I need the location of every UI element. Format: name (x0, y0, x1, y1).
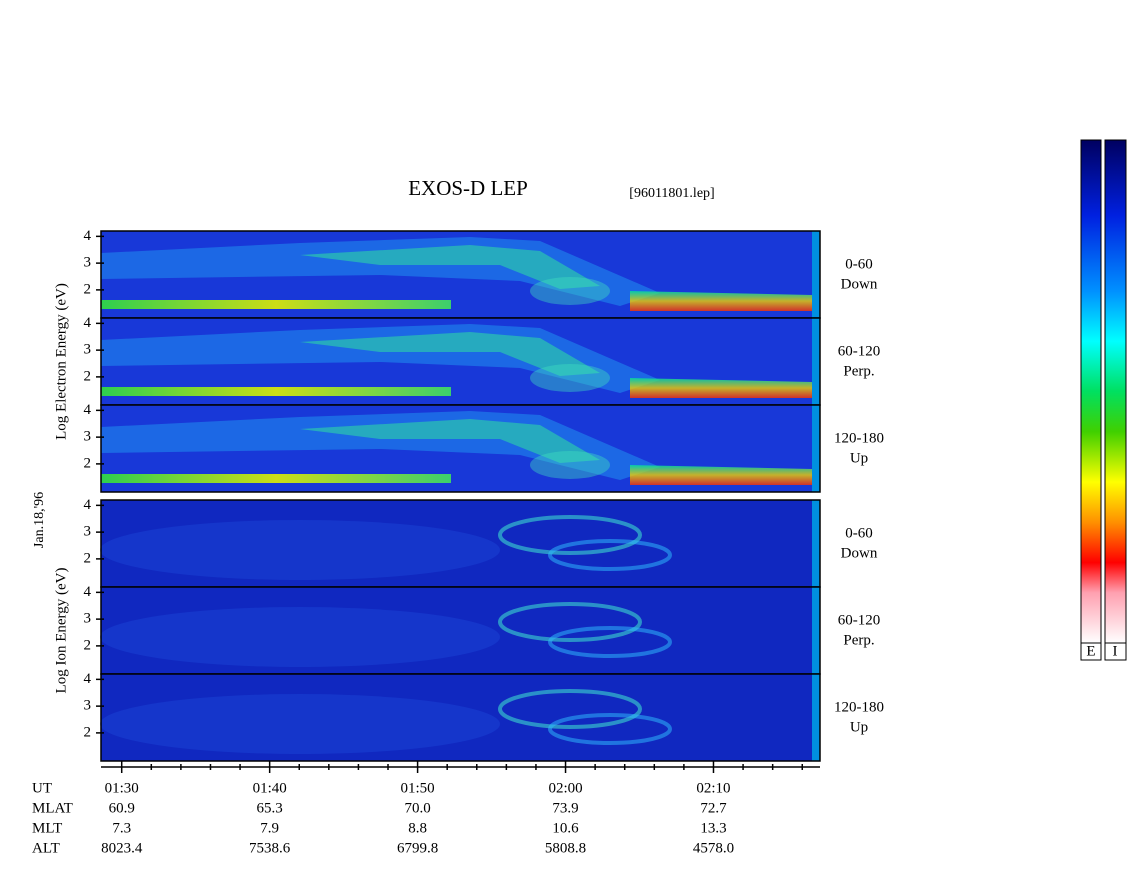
panel-label: 0-60 (845, 256, 873, 272)
y-tick-label: 3 (84, 255, 92, 271)
spectrogram-texture (812, 674, 820, 761)
spectrogram-background (101, 674, 820, 761)
x-tick-label: 01:40 (253, 780, 287, 796)
ephemeris-value: 6799.8 (397, 840, 438, 856)
ephemeris-value: 7.9 (260, 820, 279, 836)
spectrogram-texture (300, 245, 600, 289)
panel-label: Perp. (843, 632, 874, 648)
panel-label: 0-60 (845, 525, 873, 541)
y-axis-label: Log Ion Energy (eV) (53, 568, 69, 694)
spectrogram-background (101, 587, 820, 674)
x-tick-label: 01:30 (105, 780, 139, 796)
spectrogram-texture (812, 587, 820, 674)
chart-title: EXOS-D LEP (408, 176, 528, 200)
row-label: UT (32, 780, 52, 796)
y-tick-label: 4 (84, 315, 92, 331)
spectrogram-texture (530, 364, 610, 392)
y-tick-label: 3 (84, 342, 92, 358)
ephemeris-value: 5808.8 (545, 840, 586, 856)
spectrogram-texture (548, 539, 672, 571)
spectrogram-texture (812, 231, 820, 318)
y-axis-label: Log Electron Energy (eV) (53, 283, 69, 440)
spectrogram-texture (498, 515, 642, 555)
spectrogram-texture (101, 474, 451, 483)
colorbar-label: I (1113, 643, 1118, 659)
spectrogram-texture (100, 694, 500, 754)
spectrogram-background (101, 500, 820, 587)
file-label: [96011801.lep] (629, 186, 714, 201)
y-tick-label: 2 (84, 368, 92, 384)
spectrogram-texture (100, 607, 500, 667)
spectrogram-texture (812, 500, 820, 587)
y-tick-label: 4 (84, 228, 92, 244)
ephemeris-value: 8.8 (408, 820, 427, 836)
ephemeris-value: 65.3 (257, 800, 283, 816)
colorbar-label-box (1104, 642, 1127, 661)
ephemeris-value: 73.9 (552, 800, 578, 816)
y-tick-label: 3 (84, 698, 92, 714)
spectrogram-texture (300, 419, 600, 463)
colorbar-label-box (1080, 642, 1102, 661)
y-tick-label: 4 (84, 584, 92, 600)
ephemeris-value: 8023.4 (101, 840, 143, 856)
colorbar (1104, 139, 1127, 644)
x-tick-label: 02:10 (696, 780, 730, 796)
panel-label: Up (850, 719, 868, 735)
spectrogram-texture (812, 405, 820, 492)
y-tick-label: 3 (84, 611, 92, 627)
y-tick-label: 4 (84, 671, 92, 687)
spectrogram-texture (548, 713, 672, 745)
row-label: ALT (32, 840, 60, 856)
panel-label: Down (841, 545, 878, 561)
spectrogram-texture (530, 451, 610, 479)
colorbars: E I (1080, 139, 1127, 661)
panel-label: 120-180 (834, 430, 884, 446)
panel-label: Down (841, 276, 878, 292)
row-label: MLT (32, 820, 62, 836)
spectrogram-texture (101, 387, 451, 396)
panel-label: Up (850, 450, 868, 466)
ephemeris-value: 70.0 (404, 800, 430, 816)
panel-label: 120-180 (834, 699, 884, 715)
colorbar (1080, 139, 1102, 644)
ephemeris-value: 13.3 (700, 820, 726, 836)
y-tick-label: 2 (84, 281, 92, 297)
y-tick-label: 3 (84, 524, 92, 540)
spectrogram-texture (630, 291, 812, 311)
panel-frame (100, 404, 821, 493)
panel-frame (100, 673, 821, 762)
panel-label: 60-120 (838, 612, 881, 628)
spectrogram-texture (498, 689, 642, 729)
ephemeris-value: 7538.6 (249, 840, 291, 856)
spectrogram-texture (530, 277, 610, 305)
y-tick-label: 2 (84, 455, 92, 471)
y-tick-label: 4 (84, 402, 92, 418)
ephemeris-value: 60.9 (109, 800, 135, 816)
spectrogram-texture (300, 332, 600, 376)
panel-label: 60-120 (838, 343, 881, 359)
x-tick-label: 01:50 (401, 780, 435, 796)
spectrogram-texture (548, 626, 672, 658)
spectrogram-texture (498, 602, 642, 642)
y-tick-label: 2 (84, 550, 92, 566)
spectrogram-texture (101, 300, 451, 309)
spectrogram-texture (812, 318, 820, 405)
colorbar-label: E (1086, 643, 1095, 659)
spectrogram-texture (630, 378, 812, 398)
ephemeris-value: 7.3 (112, 820, 131, 836)
ephemeris-value: 72.7 (700, 800, 727, 816)
panel-label: Perp. (843, 363, 874, 379)
y-tick-label: 2 (84, 637, 92, 653)
ephemeris-value: 10.6 (552, 820, 579, 836)
y-tick-label: 3 (84, 429, 92, 445)
y-tick-label: 2 (84, 724, 92, 740)
spectrogram-texture (100, 520, 500, 580)
date-label: Jan.18,'96 (32, 492, 47, 548)
y-tick-label: 4 (84, 497, 92, 513)
x-tick-label: 02:00 (548, 780, 582, 796)
row-label: MLAT (32, 800, 73, 816)
spectrogram-texture (630, 465, 812, 485)
ephemeris-value: 4578.0 (693, 840, 734, 856)
